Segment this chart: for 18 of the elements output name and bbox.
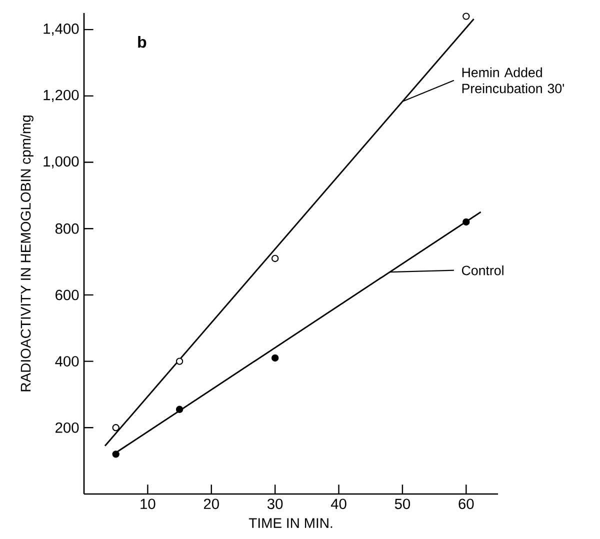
x-axis-title: TIME IN MIN.	[248, 518, 332, 528]
x-tick-label: 30	[267, 498, 283, 510]
y-tick-label: 400	[55, 356, 79, 366]
y-tick-label: 1,200	[44, 90, 79, 102]
y-tick-label: 600	[56, 290, 79, 300]
annotation: b	[138, 36, 146, 48]
y-tick-label: 1,000	[44, 156, 79, 168]
x-tick-label: 10	[140, 498, 156, 510]
x-tick-label: 50	[394, 498, 410, 510]
y-tick-label: 1,400	[44, 24, 79, 36]
y-tick-label: 800	[55, 223, 79, 234]
y-axis-title: RADIOACTIVITY IN HEMOGLOBIN cpm/mg	[20, 116, 34, 392]
x-tick-label: 40	[330, 498, 346, 510]
x-tick-label: 20	[204, 498, 219, 510]
y-tick-label: 200	[56, 422, 79, 433]
x-tick-label: 60	[458, 498, 474, 510]
text: Hemin Added Preincubation 30'	[462, 67, 564, 94]
legend-label: Control	[462, 265, 504, 276]
